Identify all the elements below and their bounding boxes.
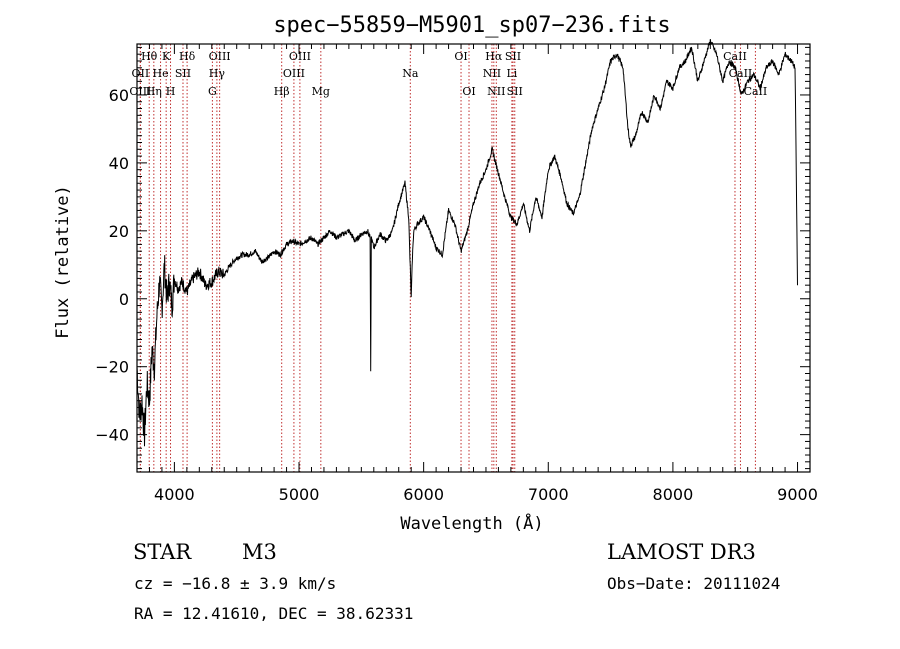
x-tick-label: 9000 — [777, 485, 818, 504]
spectral-line-label: CaII — [723, 50, 747, 63]
y-tick-label: −40 — [95, 426, 129, 445]
spectral-line-label: OI — [454, 50, 467, 63]
spectral-line-label: OIII — [209, 50, 231, 63]
spectral-line-label: Hα — [485, 50, 503, 63]
velocity-readout: cz = −16.8 ± 3.9 km/s — [134, 574, 337, 593]
spectral-line-label: SII — [175, 67, 191, 80]
axis-ticks: 4000 5000 6000 7000 8000 9000 −40 −20 0 20 40 60 — [95, 44, 818, 504]
spectral-line-label: Hθ — [141, 50, 158, 63]
spectral-line-label: SII — [505, 50, 521, 63]
spectral-line-label: CaII — [729, 67, 753, 80]
x-tick-label: 4000 — [154, 485, 195, 504]
spectral-line-label: CaII — [744, 85, 768, 98]
object-subclass: M3 — [242, 540, 277, 564]
spectral-line-label: Hδ — [179, 50, 196, 63]
spectral-line-label: H — [166, 85, 176, 98]
y-tick-label: 40 — [109, 154, 129, 173]
x-tick-label: 6000 — [403, 485, 444, 504]
spectral-line-labels: Hθ OII OIII K He Hη H SII Hδ OIII Hγ G Hβ OIII OIII Mg N… — [129, 50, 767, 98]
y-tick-label: 20 — [109, 222, 129, 241]
y-tick-label: 0 — [119, 290, 129, 309]
spectral-line-label: SII — [507, 85, 523, 98]
y-tick-label: 60 — [109, 86, 129, 105]
spectral-line-label: OIII — [129, 85, 151, 98]
spectral-line-label: Hγ — [209, 67, 226, 80]
spectrum-line — [136, 39, 798, 447]
spectral-line-label: OIII — [289, 50, 311, 63]
spectral-line-markers — [139, 44, 756, 472]
spectral-line-label: OII — [132, 67, 150, 80]
spectral-line-label: NII — [483, 67, 501, 80]
spectrum-series — [136, 39, 798, 447]
observation-date: Obs−Date: 20111024 — [607, 574, 781, 593]
spectral-line-label: Hη — [146, 85, 162, 98]
chart-title: spec−55859−M5901_sp07−236.fits — [273, 13, 670, 38]
spectral-line-label: OI — [462, 85, 475, 98]
spectral-line-label: OIII — [283, 67, 305, 80]
y-tick-label: −20 — [95, 358, 129, 377]
spectral-line-label: NII — [487, 85, 505, 98]
x-tick-label: 8000 — [653, 485, 694, 504]
spectral-line-label: Mg — [312, 85, 330, 98]
coordinates-readout: RA = 12.41610, DEC = 38.62331 — [134, 604, 414, 623]
y-axis-label: Flux (relative) — [53, 185, 73, 339]
x-tick-label: 7000 — [528, 485, 569, 504]
spectral-line-label: K — [162, 50, 171, 63]
spectral-line-label: Hβ — [274, 85, 290, 98]
spectral-line-label: Na — [402, 67, 419, 80]
survey-name: LAMOST DR3 — [607, 540, 756, 564]
spectral-line-label: He — [153, 67, 169, 80]
spectral-line-label: G — [208, 85, 217, 98]
object-class: STAR — [133, 540, 192, 564]
x-tick-label: 5000 — [279, 485, 320, 504]
x-axis-label: Wavelength (Å) — [400, 512, 543, 534]
spectral-line-label: Li — [506, 67, 517, 80]
